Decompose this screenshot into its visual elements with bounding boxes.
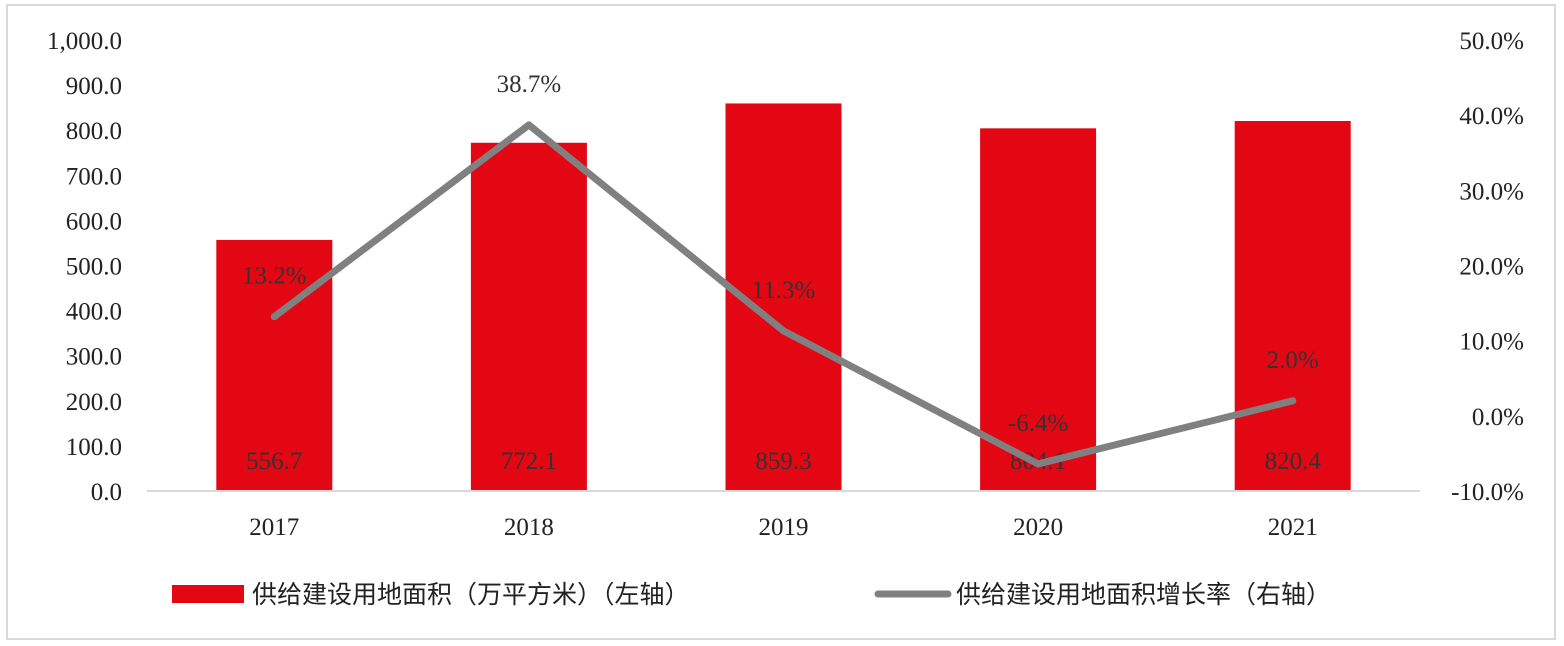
line-segment [1034, 397, 1297, 468]
left-axis-tick-label: 800.0 [66, 118, 122, 145]
legend-line-label: 供给建设用地面积增长率（右轴） [956, 580, 1331, 609]
right-axis-tick-label: 50.0% [1459, 28, 1524, 55]
line-data-label: -6.4% [1008, 410, 1068, 437]
bar-data-label: 820.4 [1265, 448, 1322, 475]
legend-bar-swatch [172, 585, 244, 603]
left-axis-tick-label: 400.0 [66, 299, 122, 326]
bar-data-label: 556.7 [246, 448, 302, 475]
left-axis-tick-label: 600.0 [66, 208, 122, 235]
legend-bar-label: 供给建设用地面积（万平方米）（左轴） [252, 580, 690, 609]
bar-data-label: 772.1 [501, 448, 557, 475]
bar-data-label: 859.3 [755, 448, 811, 475]
line-point [1289, 397, 1297, 405]
left-axis-tick-label: 0.0 [91, 479, 122, 506]
line-point [1034, 460, 1042, 468]
x-axis-tick-label: 2018 [504, 514, 554, 541]
line-data-label: 38.7% [497, 71, 562, 98]
right-axis-tick-label: 20.0% [1459, 254, 1524, 281]
line-data-labels: 13.2% 38.7% 11.3% -6.4% 2.0% [242, 71, 1319, 437]
x-axis-tick-label: 2021 [1268, 514, 1318, 541]
left-axis-tick-label: 200.0 [66, 389, 122, 416]
left-axis-tick-label: 500.0 [66, 254, 122, 281]
line-segment [270, 121, 533, 321]
x-axis: 2017 2018 2019 2020 2021 [249, 514, 1317, 541]
line-segment [525, 121, 787, 335]
x-axis-tick-label: 2017 [249, 514, 299, 541]
bar-series [216, 103, 1351, 492]
right-axis-tick-label: 40.0% [1459, 103, 1524, 130]
bar [1234, 120, 1351, 491]
right-axis-tick-label: 10.0% [1459, 329, 1524, 356]
left-axis-tick-label: 700.0 [66, 163, 122, 190]
line-segment [780, 327, 1042, 468]
x-axis-tick-label: 2019 [759, 514, 809, 541]
bar [980, 128, 1097, 492]
left-axis-tick-label: 100.0 [66, 434, 122, 461]
line-data-label: 2.0% [1267, 347, 1319, 374]
left-axis-tick-label: 300.0 [66, 344, 122, 371]
line-series [270, 121, 1297, 468]
x-axis-tick-label: 2020 [1013, 514, 1063, 541]
line-point [780, 327, 787, 335]
right-axis: -10.0% 0.0% 10.0% 20.0% 30.0% 40.0% 50.0% [1451, 28, 1524, 506]
right-axis-tick-label: 0.0% [1472, 404, 1524, 431]
right-axis-tick-label: -10.0% [1451, 479, 1524, 506]
left-axis-tick-label: 1,000.0 [47, 28, 122, 55]
right-axis-tick-label: 30.0% [1459, 178, 1524, 205]
line-data-label: 13.2% [242, 263, 307, 290]
legend: 供给建设用地面积（万平方米）（左轴） 供给建设用地面积增长率（右轴） [172, 580, 1331, 609]
line-data-label: 11.3% [752, 277, 816, 304]
bar [216, 239, 333, 491]
line-point [525, 121, 533, 129]
bar [470, 142, 587, 491]
left-axis-tick-label: 900.0 [66, 73, 122, 100]
left-axis: 0.0 100.0 200.0 300.0 400.0 500.0 600.0 700.0 80… [47, 28, 122, 506]
line-point [270, 313, 278, 321]
